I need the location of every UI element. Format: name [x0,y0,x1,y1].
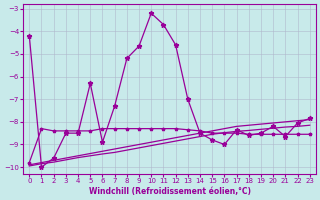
X-axis label: Windchill (Refroidissement éolien,°C): Windchill (Refroidissement éolien,°C) [89,187,251,196]
